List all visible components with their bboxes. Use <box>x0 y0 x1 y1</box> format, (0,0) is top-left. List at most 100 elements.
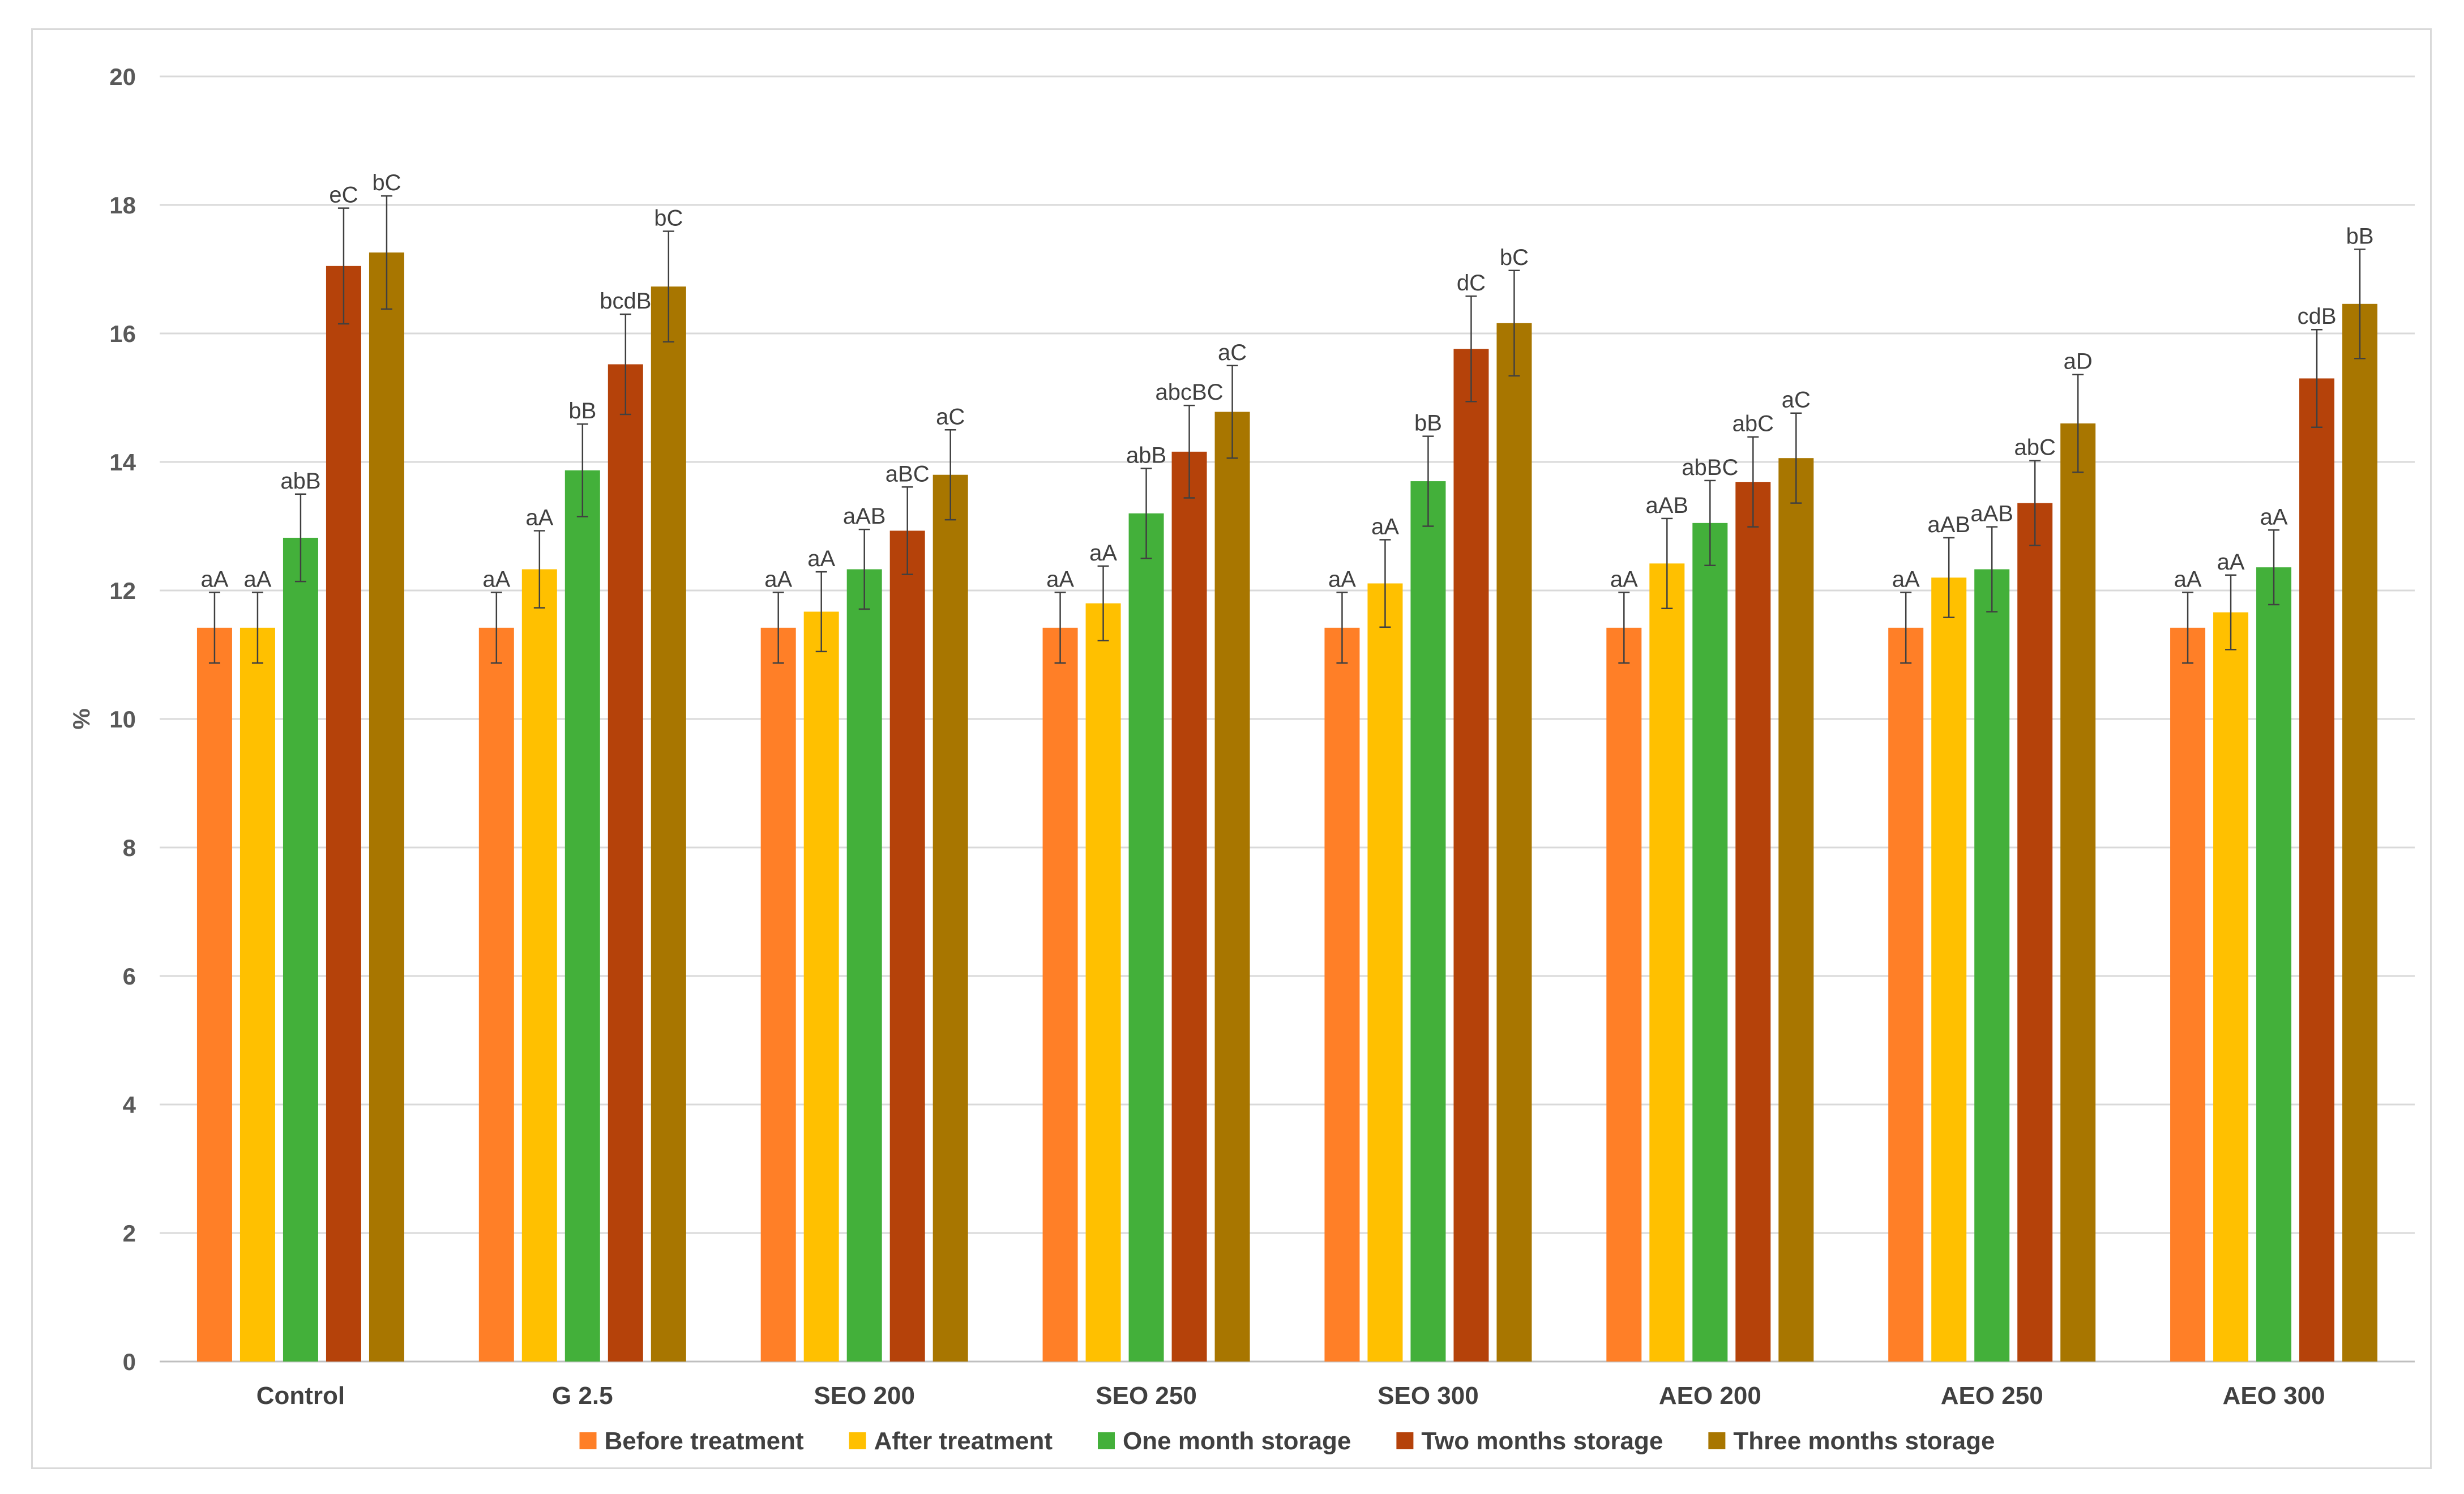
y-tick-label: 14 <box>109 449 136 476</box>
bar <box>2060 423 2096 1362</box>
significance-label: aA <box>1610 567 1638 592</box>
significance-label: dC <box>1457 271 1486 296</box>
bar <box>2299 378 2335 1362</box>
bar <box>1367 583 1403 1362</box>
bar <box>1085 603 1121 1362</box>
significance-label: bB <box>1414 411 1442 436</box>
y-axis-ticks: 0 2 4 6 8 10 12 14 16 18 20 <box>109 63 136 1375</box>
significance-label: bcdB <box>600 289 651 314</box>
significance-label: aA <box>1328 567 1356 592</box>
significance-label: bC <box>372 170 401 195</box>
legend-swatch <box>849 1432 866 1449</box>
bar <box>608 364 643 1362</box>
bar <box>1606 627 1642 1362</box>
legend-label: Three months storage <box>1733 1427 1995 1455</box>
error-bars <box>208 195 2366 664</box>
bar <box>1496 323 1532 1362</box>
significance-label: bB <box>568 399 596 423</box>
y-tick-label: 6 <box>123 963 136 990</box>
bar <box>1324 627 1360 1362</box>
bar <box>521 569 557 1362</box>
significance-label: aA <box>764 567 792 592</box>
significance-label: abC <box>2014 435 2055 460</box>
significance-label: aA <box>1371 514 1399 539</box>
category-label: SEO 300 <box>1378 1382 1479 1410</box>
significance-label: abB <box>280 469 320 494</box>
category-label: SEO 200 <box>814 1382 915 1410</box>
legend-swatch <box>1708 1432 1726 1449</box>
y-tick-label: 8 <box>123 834 136 861</box>
bar <box>760 627 796 1362</box>
legend-label: One month storage <box>1123 1427 1351 1455</box>
y-tick-label: 10 <box>109 706 136 733</box>
significance-label: abB <box>1126 443 1166 468</box>
legend: Before treatment After treatment One month… <box>579 1427 1995 1455</box>
bar <box>1649 563 1685 1362</box>
significance-label: aA <box>2174 567 2202 592</box>
significance-label: aA <box>200 567 228 592</box>
bar <box>2017 503 2053 1362</box>
category-label: AEO 200 <box>1659 1382 1761 1410</box>
bar <box>803 611 839 1362</box>
significance-label: aAB <box>843 504 886 529</box>
significance-label: abC <box>1732 412 1774 436</box>
bar <box>2213 612 2249 1362</box>
bar <box>1692 523 1728 1362</box>
significance-label: bB <box>2346 224 2374 249</box>
significance-label: aA <box>1892 567 1920 592</box>
bar <box>239 627 275 1362</box>
legend-swatch <box>1396 1432 1414 1449</box>
legend-swatch <box>1098 1432 1115 1449</box>
bar <box>2342 303 2378 1362</box>
category-label: AEO 300 <box>2223 1382 2325 1410</box>
category-label: G 2.5 <box>552 1382 613 1410</box>
legend-label: Two months storage <box>1421 1427 1663 1455</box>
y-tick-label: 18 <box>109 192 136 219</box>
significance-label: aC <box>936 404 965 429</box>
legend-swatch <box>579 1432 597 1449</box>
y-tick-label: 0 <box>123 1349 136 1375</box>
bar <box>932 474 968 1362</box>
x-axis-categories: Control G 2.5 SEO 200 SEO 250 SEO 300 AEO 200… <box>256 1382 2325 1410</box>
bar <box>1128 513 1164 1362</box>
bar <box>1931 577 1967 1362</box>
significance-label: aAB <box>1970 502 2013 526</box>
significance-label: bC <box>1500 245 1529 270</box>
significance-label: abcBC <box>1156 380 1224 405</box>
y-tick-label: 12 <box>109 577 136 604</box>
significance-label: aA <box>2217 550 2245 575</box>
bar <box>283 537 318 1362</box>
significance-label: aC <box>1218 340 1247 365</box>
significance-label: abBC <box>1682 455 1738 480</box>
bar <box>1735 482 1771 1362</box>
category-label: SEO 250 <box>1096 1382 1197 1410</box>
bar <box>889 530 925 1362</box>
y-axis-label: % <box>68 708 95 729</box>
y-tick-label: 16 <box>109 320 136 347</box>
significance-label: aAB <box>1927 512 1970 537</box>
significance-label: aA <box>482 567 510 592</box>
y-tick-label: 4 <box>123 1091 136 1118</box>
significance-label: aD <box>2064 349 2093 374</box>
significance-label: aAB <box>1646 493 1689 518</box>
bar <box>1453 349 1489 1362</box>
bars <box>196 252 2378 1362</box>
bar <box>369 252 404 1362</box>
bar <box>651 286 686 1362</box>
legend-label: Before treatment <box>605 1427 804 1455</box>
significance-label: cdB <box>2298 304 2337 329</box>
bar <box>846 569 882 1362</box>
bar <box>1042 627 1078 1362</box>
significance-label: bC <box>654 206 683 231</box>
legend-label: After treatment <box>874 1427 1053 1455</box>
bar <box>2170 627 2206 1362</box>
significance-label: aA <box>807 546 835 571</box>
category-label: AEO 250 <box>1941 1382 2043 1410</box>
y-tick-label: 20 <box>109 63 136 90</box>
bar <box>1214 412 1250 1362</box>
bar <box>1410 481 1446 1362</box>
bar <box>2256 567 2292 1362</box>
bar <box>196 627 232 1362</box>
bar <box>1171 451 1207 1362</box>
